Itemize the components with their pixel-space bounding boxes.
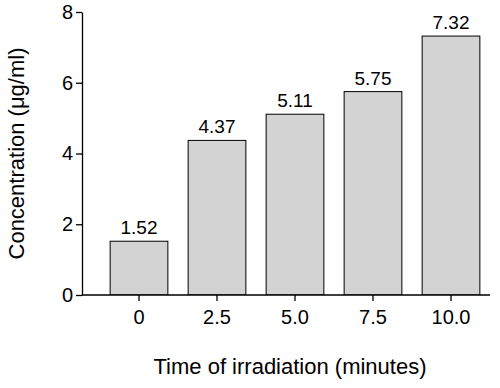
x-tick-mark (138, 295, 139, 301)
x-tick-mark (372, 295, 373, 301)
data-label: 5.11 (277, 90, 313, 111)
y-tick: 4 (62, 142, 82, 164)
y-tick-label: 8 (62, 1, 73, 23)
x-tick-label: 0 (133, 306, 144, 328)
bar (422, 36, 480, 295)
x-tick-label: 5.0 (281, 306, 309, 328)
x-tick-mark (450, 295, 451, 301)
x-tick-label: 2.5 (203, 306, 231, 328)
x-axis-line (82, 294, 490, 295)
y-axis: 0 2 4 6 8 (62, 1, 83, 306)
data-label: 7.32 (433, 12, 470, 33)
y-tick-mark (76, 295, 82, 296)
x-axis: 0 2.5 5.0 7.5 10.0 (82, 295, 490, 328)
x-tick: 7.5 (359, 295, 387, 328)
x-tick: 10.0 (432, 295, 471, 328)
data-label: 1.52 (121, 217, 158, 238)
x-tick: 2.5 (203, 295, 231, 328)
chart: 1.52 4.37 5.11 5.75 7.32 0 2 4 6 8 0 2.5 5.0 7.5 10.0 T… (0, 0, 500, 388)
data-label: 4.37 (199, 116, 236, 137)
bar (188, 140, 246, 295)
y-axis-line (82, 13, 83, 296)
data-labels: 1.52 4.37 5.11 5.75 7.32 (121, 12, 470, 238)
x-axis-title: Time of irradiation (minutes) (153, 354, 426, 379)
y-tick-label: 4 (62, 142, 73, 164)
x-tick-mark (294, 295, 295, 301)
x-tick: 0 (133, 295, 144, 328)
y-tick-mark (76, 12, 82, 13)
x-tick-mark (216, 295, 217, 301)
y-tick-mark (76, 83, 82, 84)
bar (344, 92, 402, 295)
data-label: 5.75 (355, 68, 392, 89)
bar (266, 114, 324, 295)
bar (110, 241, 168, 295)
y-axis-title: Concentration (μg/ml) (4, 48, 29, 260)
plot: 1.52 4.37 5.11 5.75 7.32 0 2 4 6 8 0 2.5 5.0 7.5 10.0 (62, 1, 490, 328)
y-tick: 8 (62, 1, 82, 23)
bars (110, 36, 480, 295)
y-tick: 2 (62, 213, 82, 235)
y-tick-label: 0 (62, 284, 73, 306)
x-tick: 5.0 (281, 295, 309, 328)
x-tick-label: 10.0 (432, 306, 471, 328)
y-tick: 6 (62, 72, 82, 94)
y-tick: 0 (62, 284, 82, 306)
y-tick-label: 6 (62, 72, 73, 94)
x-tick-label: 7.5 (359, 306, 387, 328)
y-tick-mark (76, 153, 82, 154)
y-tick-mark (76, 224, 82, 225)
y-tick-label: 2 (62, 213, 73, 235)
